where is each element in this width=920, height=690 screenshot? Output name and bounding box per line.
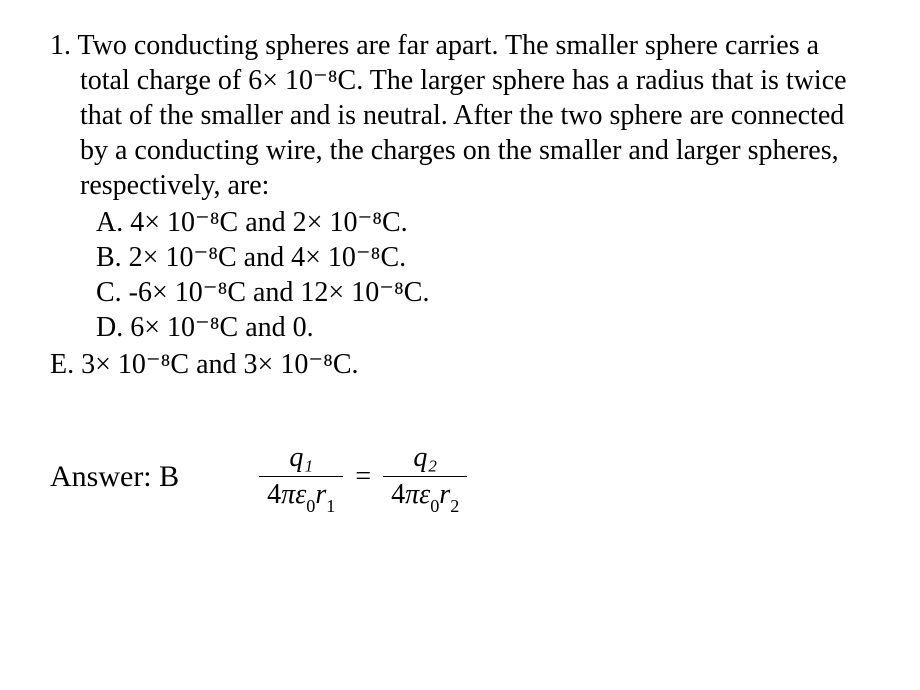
equals-sign: = (355, 461, 371, 493)
lhs-eps-sub: 0 (306, 496, 315, 516)
option-b: B. 2× 10⁻⁸C and 4× 10⁻⁸C. (96, 240, 870, 275)
rhs-eps: ε (419, 479, 430, 510)
lhs-4: 4 (267, 479, 281, 510)
option-a: A. 4× 10⁻⁸C and 2× 10⁻⁸C. (96, 205, 870, 240)
rhs-eps-sub: 0 (430, 496, 439, 516)
options-block: A. 4× 10⁻⁸C and 2× 10⁻⁸C. B. 2× 10⁻⁸C an… (50, 205, 870, 345)
slide-page: 1. Two conducting spheres are far apart.… (0, 0, 920, 511)
rhs-4: 4 (391, 479, 405, 510)
lhs-r-sub: 1 (326, 496, 335, 516)
fraction-right: q₂ 4πε0r2 (383, 442, 467, 511)
rhs-r: r (439, 479, 450, 510)
lhs-pi: π (281, 479, 295, 510)
rhs-numerator: q₂ (405, 442, 445, 476)
rhs-r-sub: 2 (450, 496, 459, 516)
answer-row: Answer: B q₁ 4πε0r1 = q₂ 4πε0r2 (50, 442, 870, 511)
answer-label: Answer: B (50, 460, 179, 494)
lhs-numerator: q₁ (281, 442, 321, 476)
option-c: C. -6× 10⁻⁸C and 12× 10⁻⁸C. (96, 275, 870, 310)
rhs-pi: π (405, 479, 419, 510)
q2-symbol: q₂ (413, 442, 437, 473)
q1-symbol: q₁ (289, 442, 313, 473)
question-text: Two conducting spheres are far apart. Th… (78, 30, 847, 201)
lhs-eps: ε (295, 479, 306, 510)
option-d: D. 6× 10⁻⁸C and 0. (96, 310, 870, 345)
option-e: E. 3× 10⁻⁸C and 3× 10⁻⁸C. (50, 347, 870, 382)
lhs-denominator: 4πε0r1 (259, 476, 343, 511)
question-number: 1. (50, 30, 71, 61)
rhs-denominator: 4πε0r2 (383, 476, 467, 511)
question-block: 1. Two conducting spheres are far apart.… (50, 28, 870, 382)
fraction-left: q₁ 4πε0r1 (259, 442, 343, 511)
lhs-r: r (315, 479, 326, 510)
formula: q₁ 4πε0r1 = q₂ 4πε0r2 (259, 442, 467, 511)
question-stem: 1. Two conducting spheres are far apart.… (50, 28, 870, 203)
